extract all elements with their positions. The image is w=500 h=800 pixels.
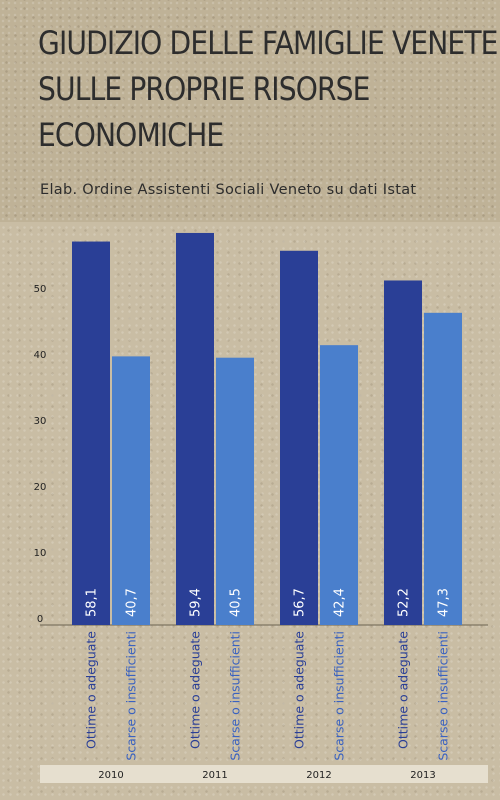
series-category-label: Scarse o insufficienti bbox=[331, 631, 346, 761]
bar-value-label: 42,4 bbox=[333, 588, 348, 617]
bar bbox=[216, 357, 254, 625]
bar bbox=[112, 356, 150, 625]
bar bbox=[176, 232, 214, 625]
series-category-label: Ottime o adeguate bbox=[395, 631, 410, 749]
bar bbox=[384, 280, 422, 625]
y-tick-label: 0 bbox=[37, 614, 43, 625]
bar-value-label: 40,7 bbox=[125, 588, 140, 617]
year-label: 2013 bbox=[410, 770, 435, 781]
bar-value-label: 52,2 bbox=[397, 588, 412, 617]
bar-value-label: 56,7 bbox=[293, 588, 308, 617]
bar-value-label: 59,4 bbox=[189, 588, 204, 617]
year-label: 2012 bbox=[306, 770, 331, 781]
year-strip bbox=[40, 765, 488, 783]
series-category-label: Scarse o insufficienti bbox=[435, 631, 450, 761]
y-tick-label: 50 bbox=[34, 284, 47, 295]
y-tick-label: 40 bbox=[34, 350, 47, 361]
bar bbox=[72, 241, 110, 626]
year-label: 2011 bbox=[202, 770, 227, 781]
bar-value-label: 40,5 bbox=[229, 588, 244, 617]
series-category-label: Ottime o adeguate bbox=[83, 631, 98, 749]
title-line-3: ECONOMICHE bbox=[38, 116, 224, 154]
header-panel: GIUDIZIO DELLE FAMIGLIE VENETE SULLE PRO… bbox=[0, 0, 500, 222]
page-title: GIUDIZIO DELLE FAMIGLIE VENETE SULLE PRO… bbox=[38, 20, 498, 158]
series-category-label: Scarse o insufficienti bbox=[123, 631, 138, 761]
bar-value-label: 58,1 bbox=[85, 588, 100, 617]
page-subtitle: Elab. Ordine Assistenti Sociali Veneto s… bbox=[40, 182, 417, 198]
y-tick-label: 30 bbox=[34, 416, 47, 427]
series-category-label: Ottime o adeguate bbox=[187, 631, 202, 749]
year-label: 2010 bbox=[98, 770, 123, 781]
series-category-label: Scarse o insufficienti bbox=[227, 631, 242, 761]
bar bbox=[280, 250, 318, 625]
series-category-label: Ottime o adeguate bbox=[291, 631, 306, 749]
bar-value-label: 47,3 bbox=[437, 588, 452, 617]
y-tick-label: 10 bbox=[34, 548, 47, 559]
bar bbox=[424, 312, 462, 625]
bar bbox=[320, 345, 358, 625]
title-line-2: SULLE PROPRIE RISORSE bbox=[38, 70, 370, 108]
y-tick-label: 20 bbox=[34, 482, 47, 493]
title-line-1: GIUDIZIO DELLE FAMIGLIE VENETE bbox=[38, 24, 498, 62]
